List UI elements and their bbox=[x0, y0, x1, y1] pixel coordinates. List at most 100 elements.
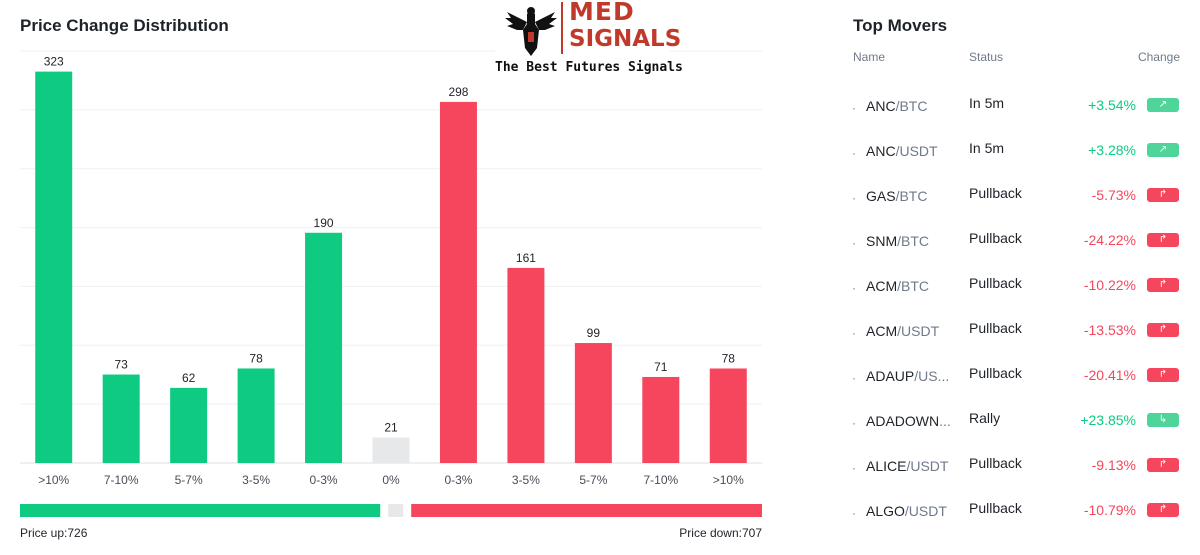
bar-value-label: 62 bbox=[182, 371, 196, 385]
pair-name[interactable]: SNM/BTC bbox=[866, 233, 929, 249]
logo-tagline: The Best Futures Signals bbox=[495, 60, 683, 75]
mover-status: Pullback bbox=[969, 320, 1022, 336]
logo-divider bbox=[561, 2, 563, 54]
bar-value-label: 78 bbox=[722, 351, 736, 365]
top-mover-row[interactable]: · ADAUP/US... Pullback -20.41% ↱ bbox=[835, 363, 1200, 403]
pullback-icon: ↱ bbox=[1147, 503, 1179, 517]
bullet-icon: · bbox=[852, 236, 856, 250]
column-header-change: Change bbox=[1137, 50, 1180, 64]
pair-base: ALGO bbox=[866, 503, 905, 519]
pair-base: ACM bbox=[866, 278, 898, 294]
top-mover-row[interactable]: · ALICE/USDT Pullback -9.13% ↱ bbox=[835, 453, 1200, 493]
pair-quote: /USDT bbox=[897, 323, 940, 339]
chart-bar bbox=[439, 101, 477, 464]
bar-value-label: 71 bbox=[654, 360, 668, 374]
mover-status: Pullback bbox=[969, 275, 1022, 291]
chart-bar bbox=[35, 71, 73, 463]
bullet-icon: · bbox=[852, 416, 856, 430]
pair-quote: /BTC bbox=[895, 98, 928, 114]
pair-base: ADADOWN bbox=[866, 413, 940, 429]
top-mover-row[interactable]: · ALGO/USDT Pullback -10.79% ↱ bbox=[835, 498, 1200, 538]
pair-name[interactable]: ADADOWN... bbox=[866, 413, 951, 429]
mover-change: -9.13% bbox=[1091, 457, 1136, 473]
pair-base: GAS bbox=[866, 188, 896, 204]
chart-bar bbox=[709, 368, 747, 463]
mover-change: -10.79% bbox=[1083, 502, 1136, 518]
logo-text-med: MED bbox=[569, 0, 635, 26]
pair-name[interactable]: ADAUP/US... bbox=[866, 368, 949, 384]
top-mover-row[interactable]: · ACM/USDT Pullback -13.53% ↱ bbox=[835, 318, 1200, 358]
mover-change: +3.54% bbox=[1088, 97, 1136, 113]
logo-text-signals: SIGNALS bbox=[569, 26, 682, 52]
bar-value-label: 190 bbox=[314, 216, 334, 230]
bar-value-label: 21 bbox=[384, 421, 398, 435]
category-label: 3-5% bbox=[242, 473, 270, 487]
price-neutral-ratio-bar bbox=[388, 504, 404, 517]
mover-change: +23.85% bbox=[1080, 412, 1136, 428]
category-label: 5-7% bbox=[579, 473, 607, 487]
top-mover-row[interactable]: · ADADOWN... Rally +23.85% ↳ bbox=[835, 408, 1200, 448]
bar-value-label: 298 bbox=[448, 85, 468, 99]
price-down-ratio-bar bbox=[411, 504, 762, 517]
category-label: >10% bbox=[38, 473, 69, 487]
bullet-icon: · bbox=[852, 101, 856, 115]
bar-value-label: 99 bbox=[587, 326, 601, 340]
category-label: 0-3% bbox=[444, 473, 472, 487]
top-mover-row[interactable]: · ANC/USDT In 5m +3.28% ↗ bbox=[835, 138, 1200, 178]
bullet-icon: · bbox=[852, 146, 856, 160]
top-mover-row[interactable]: · ANC/BTC In 5m +3.54% ↗ bbox=[835, 93, 1200, 133]
pullback-icon: ↱ bbox=[1147, 368, 1179, 382]
top-movers-title: Top Movers bbox=[853, 16, 948, 35]
bullet-icon: · bbox=[852, 506, 856, 520]
category-label: >10% bbox=[713, 473, 744, 487]
bar-value-label: 161 bbox=[516, 251, 536, 265]
top-mover-row[interactable]: · ACM/BTC Pullback -10.22% ↱ bbox=[835, 273, 1200, 313]
chart-bar bbox=[102, 374, 140, 463]
mover-status: Pullback bbox=[969, 230, 1022, 246]
mover-status: Pullback bbox=[969, 365, 1022, 381]
pullback-icon: ↱ bbox=[1147, 323, 1179, 337]
mover-status: Pullback bbox=[969, 185, 1022, 201]
bar-value-label: 73 bbox=[115, 358, 129, 372]
chart-bar bbox=[574, 343, 612, 463]
column-header-status: Status bbox=[969, 50, 1004, 64]
mover-change: +3.28% bbox=[1088, 142, 1136, 158]
price-change-distribution-panel: 323 >10% 73 7-10% 62 5-7% 78 3-5% 190 0-3% 21 0% 298… bbox=[20, 0, 762, 540]
mover-status: Rally bbox=[969, 410, 1001, 426]
mover-change: -13.53% bbox=[1083, 322, 1136, 338]
pair-name[interactable]: ALICE/USDT bbox=[866, 458, 948, 474]
top-mover-row[interactable]: · GAS/BTC Pullback -5.73% ↱ bbox=[835, 183, 1200, 223]
pair-quote: /BTC bbox=[897, 233, 930, 249]
chart-bar bbox=[507, 267, 545, 463]
category-label: 7-10% bbox=[643, 473, 678, 487]
mover-status: Pullback bbox=[969, 455, 1022, 471]
pair-base: ANC bbox=[866, 98, 896, 114]
pair-name[interactable]: ALGO/USDT bbox=[866, 503, 947, 519]
pair-name[interactable]: ANC/BTC bbox=[866, 98, 927, 114]
category-label: 5-7% bbox=[175, 473, 203, 487]
pair-name[interactable]: ANC/USDT bbox=[866, 143, 938, 159]
pair-base: SNM bbox=[866, 233, 898, 249]
trend-up-icon: ↗ bbox=[1147, 98, 1179, 112]
trend-up-icon: ↗ bbox=[1147, 143, 1179, 157]
mover-status: Pullback bbox=[969, 500, 1022, 516]
top-mover-row[interactable]: · SNM/BTC Pullback -24.22% ↱ bbox=[835, 228, 1200, 268]
bullet-icon: · bbox=[852, 461, 856, 475]
category-label: 7-10% bbox=[104, 473, 139, 487]
pair-name[interactable]: ACM/USDT bbox=[866, 323, 939, 339]
category-label: 0-3% bbox=[310, 473, 338, 487]
pullback-icon: ↱ bbox=[1147, 278, 1179, 292]
chart-bar bbox=[305, 232, 343, 463]
pair-name[interactable]: ACM/BTC bbox=[866, 278, 929, 294]
mover-status: In 5m bbox=[969, 140, 1005, 156]
pair-name[interactable]: GAS/BTC bbox=[866, 188, 927, 204]
eagle-logo-icon bbox=[505, 7, 557, 56]
pair-base: ANC bbox=[866, 143, 896, 159]
pair-quote: /USDT bbox=[895, 143, 938, 159]
price-up-summary: Price up:726 bbox=[20, 526, 88, 540]
pair-quote: /US... bbox=[914, 368, 950, 384]
pair-quote: ... bbox=[939, 413, 951, 429]
chart-bar bbox=[372, 437, 410, 463]
mover-change: -24.22% bbox=[1083, 232, 1136, 248]
price-up-ratio-bar bbox=[20, 504, 381, 517]
